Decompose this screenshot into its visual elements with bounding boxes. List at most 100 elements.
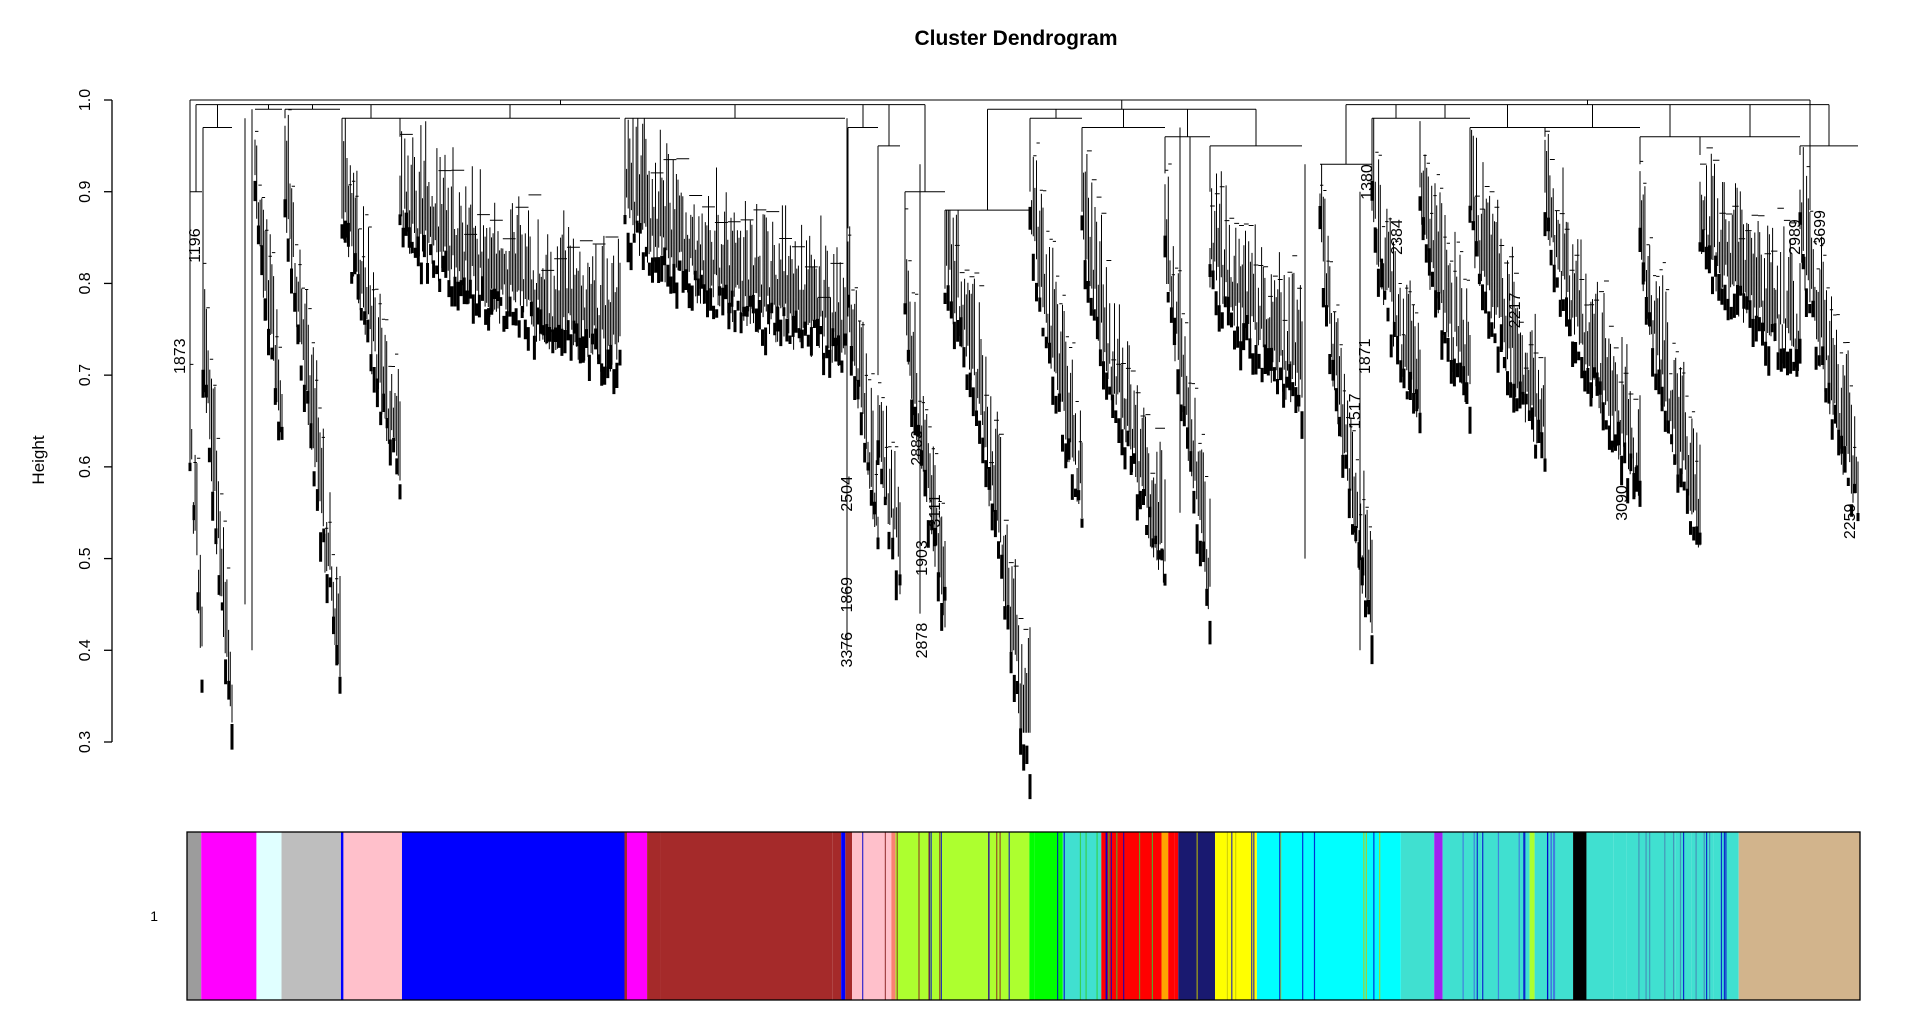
color-stripe xyxy=(939,832,941,1000)
dendrogram-branches xyxy=(189,99,1859,733)
color-stripe xyxy=(999,832,1001,1000)
leaf-label: 1196 xyxy=(187,228,204,263)
color-segment xyxy=(891,832,896,1000)
color-stripe xyxy=(1679,832,1682,1000)
color-stripe xyxy=(1703,832,1705,1000)
leaf-label: 3111 xyxy=(927,494,944,527)
color-segment xyxy=(895,832,1030,1000)
color-stripe xyxy=(1638,832,1640,1000)
color-stripe xyxy=(1373,832,1375,1000)
color-segment xyxy=(1708,832,1714,1000)
color-stripe xyxy=(1709,832,1711,1000)
color-stripe xyxy=(1108,832,1110,1000)
color-segment xyxy=(1442,832,1482,1000)
y-axis: 0.3 0.4 0.5 0.6 0.7 0.8 0.9 1.0 xyxy=(77,89,113,753)
color-stripe xyxy=(930,832,932,1000)
color-segment xyxy=(1738,832,1860,1000)
color-segment xyxy=(845,832,853,1000)
color-stripe xyxy=(1649,832,1651,1000)
color-segment xyxy=(1481,832,1530,1000)
color-segment xyxy=(841,832,846,1000)
leaf-label: 2878 xyxy=(914,623,931,659)
y-tick-label: 0.7 xyxy=(77,364,94,386)
color-stripe xyxy=(1723,832,1726,1000)
color-stripe xyxy=(1105,832,1108,1000)
leaf-label: 1873 xyxy=(172,338,189,374)
color-segment xyxy=(647,832,661,1000)
color-stripe xyxy=(1279,832,1281,1000)
leaf-label: 1871 xyxy=(1357,338,1374,374)
color-stripe xyxy=(1706,832,1708,1000)
leaf-label: 1517 xyxy=(1347,393,1364,429)
color-stripe xyxy=(996,832,998,1000)
color-segment xyxy=(343,832,402,1000)
color-row-label: 1 xyxy=(150,908,158,924)
leaf-label: 1380 xyxy=(1359,164,1376,200)
y-tick-label: 0.3 xyxy=(77,731,94,753)
leaf-label: 1903 xyxy=(914,540,931,576)
leaf-label: 2883 xyxy=(909,430,926,466)
color-stripe xyxy=(1476,832,1478,1000)
color-segment xyxy=(1434,832,1443,1000)
color-stripe xyxy=(1523,832,1525,1000)
color-stripe xyxy=(1363,832,1365,1000)
color-segment xyxy=(1626,832,1676,1000)
chart-title: Cluster Dendrogram xyxy=(914,27,1117,50)
color-stripe xyxy=(1379,832,1381,1000)
color-segment xyxy=(624,832,627,1000)
color-stripe xyxy=(1672,832,1675,1000)
color-stripe xyxy=(1253,832,1255,1000)
color-stripe xyxy=(1550,832,1552,1000)
y-tick-label: 0.4 xyxy=(77,639,94,661)
color-segment xyxy=(1034,832,1063,1000)
color-segment xyxy=(281,832,341,1000)
color-track-frame xyxy=(186,831,1861,1001)
color-stripe xyxy=(1473,832,1475,1000)
dendrogram-tree xyxy=(188,99,1860,800)
leaf-label: 2384 xyxy=(1389,219,1406,255)
color-stripe xyxy=(1079,832,1082,1000)
color-stripe xyxy=(1664,832,1666,1000)
color-segment xyxy=(1586,832,1614,1000)
color-stripe xyxy=(862,832,864,1000)
color-stripe xyxy=(1226,832,1228,1000)
leaf-label: 2259 xyxy=(1842,503,1859,539)
y-tick-label: 0.6 xyxy=(77,456,94,478)
color-stripe xyxy=(1552,832,1555,1000)
color-segment xyxy=(1400,832,1435,1000)
color-stripe xyxy=(1365,832,1367,1000)
color-stripe xyxy=(918,832,920,1000)
y-tick-label: 0.9 xyxy=(77,180,94,202)
color-segment xyxy=(1174,832,1179,1000)
color-stripe xyxy=(1497,832,1500,1000)
color-segment xyxy=(660,832,833,1000)
color-segment xyxy=(1529,832,1535,1000)
color-stripe xyxy=(1546,832,1549,1000)
leaf-label: 3699 xyxy=(1812,210,1829,246)
color-stripe xyxy=(1462,832,1464,1000)
color-stripe xyxy=(988,832,990,1000)
y-tick-label: 1.0 xyxy=(77,89,94,111)
color-stripe xyxy=(896,832,898,1000)
color-stripe xyxy=(884,832,886,1000)
color-segment xyxy=(1573,832,1587,1000)
color-segment xyxy=(1168,832,1175,1000)
color-stripe xyxy=(928,832,930,1000)
color-stripe xyxy=(1138,832,1141,1000)
leaf-labels: 1196 1873 2504 2883 1903 3111 3376 1869 2878 2217… xyxy=(172,164,1859,667)
color-stripe xyxy=(1110,832,1112,1000)
color-stripe xyxy=(1235,832,1237,1000)
color-stripe xyxy=(1720,832,1723,1000)
color-segment xyxy=(401,832,625,1000)
y-tick-label: 0.5 xyxy=(77,547,94,569)
leaf-tips xyxy=(188,180,1860,800)
color-stripe xyxy=(1116,832,1118,1000)
leaf-label: 2989 xyxy=(1787,219,1804,255)
color-stripe xyxy=(1725,832,1727,1000)
color-stripe xyxy=(1123,832,1125,1000)
color-segment xyxy=(627,832,648,1000)
color-segment xyxy=(1613,832,1627,1000)
color-stripe xyxy=(1063,832,1065,1000)
color-stripe xyxy=(1056,832,1059,1000)
